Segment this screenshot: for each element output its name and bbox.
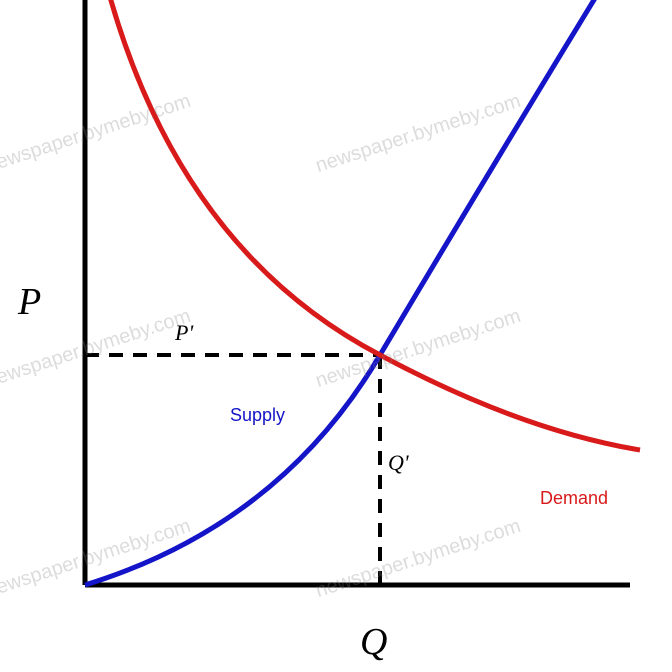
supply-curve bbox=[85, 0, 600, 585]
supply-label: Supply bbox=[230, 405, 285, 426]
x-axis-label: Q bbox=[360, 620, 387, 664]
demand-curve bbox=[108, 0, 640, 450]
supply-demand-chart: P Q P' Q' Supply Demand newspaper.bymeby… bbox=[0, 0, 672, 672]
demand-label: Demand bbox=[540, 488, 608, 509]
y-axis-label: P bbox=[18, 280, 41, 324]
p-prime-label: P' bbox=[175, 320, 193, 346]
q-prime-label: Q' bbox=[388, 450, 409, 476]
chart-svg bbox=[0, 0, 672, 672]
